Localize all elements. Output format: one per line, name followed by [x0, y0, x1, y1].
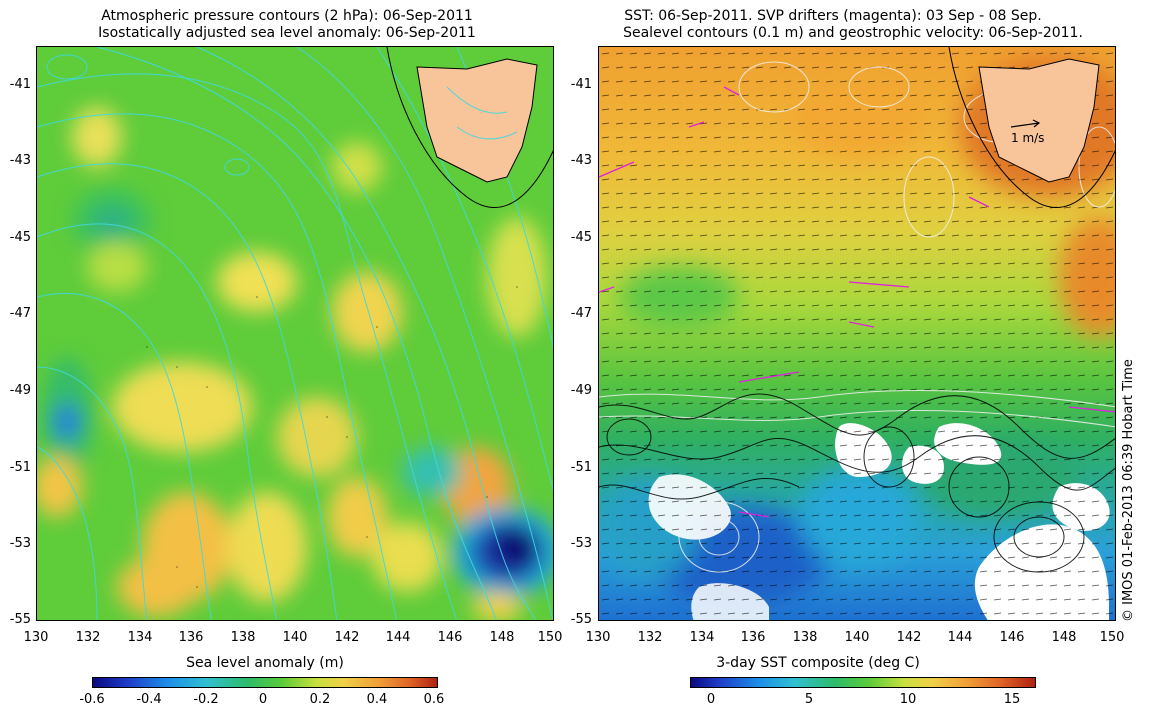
scale-arrow [1010, 119, 1041, 128]
lat-tick: -45 [570, 230, 592, 245]
lon-tick: 136 [178, 630, 204, 645]
left-title-line2: Isostatically adjusted sea level anomaly… [98, 25, 476, 41]
lon-tick: 150 [1099, 630, 1125, 645]
lat-tick: -49 [9, 383, 31, 398]
imos-credit: © IMOS 01-Feb-2013 06:39 Hobart Time [1121, 359, 1136, 622]
lon-tick: 140 [282, 630, 308, 645]
lat-tick: -45 [9, 230, 31, 245]
colorbar-tick: 5 [804, 692, 814, 707]
lat-tick: -49 [570, 383, 592, 398]
lon-tick: 146 [437, 630, 463, 645]
right-map-panel[interactable]: 1 m/s [598, 46, 1116, 621]
colorbar-tick: -0.6 [79, 692, 105, 707]
colorbar-tick: 0.6 [423, 692, 445, 707]
left-colorbar-label: Sea level anomaly (m) [186, 655, 344, 671]
colorbar-tick: 15 [1003, 692, 1021, 707]
lon-tick: 130 [23, 630, 49, 645]
right-title-line2: Sealevel contours (0.1 m) and geostrophi… [623, 25, 1083, 41]
lon-tick: 130 [585, 630, 611, 645]
colorbar-tick: -0.2 [193, 692, 219, 707]
lon-tick: 144 [385, 630, 411, 645]
colorbar-tick: 0 [258, 692, 268, 707]
scale-arrow-label: 1 m/s [1011, 131, 1044, 145]
lon-tick: 132 [75, 630, 101, 645]
lat-tick: -47 [9, 306, 31, 321]
lat-tick: -43 [570, 153, 592, 168]
lon-tick: 146 [999, 630, 1025, 645]
right-title-line1: SST: 06-Sep-2011. SVP drifters (magenta)… [624, 8, 1042, 24]
left-map-panel[interactable] [36, 46, 554, 621]
left-title-line1: Atmospheric pressure contours (2 hPa): 0… [101, 8, 473, 24]
right-colorbar-label: 3-day SST composite (deg C) [716, 655, 920, 671]
colorbar-tick: 0.4 [366, 692, 388, 707]
lat-tick: -43 [9, 153, 31, 168]
lat-tick: -47 [570, 306, 592, 321]
tasmania-landmass [416, 58, 538, 183]
lat-tick: -53 [570, 536, 592, 551]
lon-tick: 148 [489, 630, 515, 645]
lon-tick: 148 [1051, 630, 1077, 645]
lat-tick: -41 [9, 77, 31, 92]
lon-tick: 136 [740, 630, 766, 645]
lon-tick: 150 [537, 630, 563, 645]
lon-tick: 138 [230, 630, 256, 645]
colorbar-tick: 10 [899, 692, 917, 707]
colorbar-tick: 0 [706, 692, 716, 707]
lat-tick: -41 [570, 77, 592, 92]
sea-level-colorbar [92, 677, 438, 688]
lat-tick: -53 [9, 536, 31, 551]
sea-level-anomaly-map [37, 47, 553, 620]
lon-tick: 144 [947, 630, 973, 645]
lon-tick: 134 [689, 630, 715, 645]
sst-map: 1 m/s [599, 47, 1115, 620]
lon-tick: 142 [334, 630, 360, 645]
colorbar-tick: 0.2 [309, 692, 331, 707]
lon-tick: 140 [844, 630, 870, 645]
tasmania-landmass [978, 58, 1100, 183]
lon-tick: 138 [792, 630, 818, 645]
lat-tick: -51 [570, 460, 592, 475]
lon-tick: 134 [127, 630, 153, 645]
lat-tick: -51 [9, 460, 31, 475]
lon-tick: 132 [637, 630, 663, 645]
sst-colorbar [690, 677, 1036, 688]
lon-tick: 142 [896, 630, 922, 645]
lat-tick: -55 [570, 612, 592, 627]
lat-tick: -55 [9, 612, 31, 627]
colorbar-tick: -0.4 [136, 692, 162, 707]
